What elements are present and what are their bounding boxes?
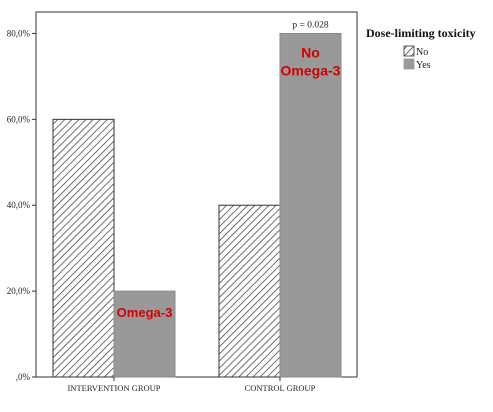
control-annotation-line2: Omega-3 <box>281 62 341 78</box>
legend-label-yes: Yes <box>416 60 431 71</box>
x-axis: INTERVENTION GROUP CONTROL GROUP <box>67 377 316 393</box>
y-tick-label: 80,0% <box>7 28 31 38</box>
plot-area-frame <box>35 11 358 378</box>
bar-yes-control <box>279 32 342 378</box>
legend-swatch-no <box>403 45 415 57</box>
legend-swatch-yes <box>403 58 415 70</box>
y-tick-label: 20,0% <box>7 286 31 296</box>
bar-no-control <box>218 204 281 378</box>
p-value-label: p = 0.028 <box>292 20 328 30</box>
bar-yes-intervention <box>113 290 176 378</box>
x-category-label: INTERVENTION GROUP <box>67 383 160 393</box>
y-tick-label: 60,0% <box>7 114 31 124</box>
bar-no-intervention <box>52 118 115 378</box>
legend-label-no: No <box>416 47 428 58</box>
x-category-label: CONTROL GROUP <box>245 383 316 393</box>
legend: Dose-limiting toxicity No Yes <box>366 26 476 71</box>
y-tick-label: 40,0% <box>7 200 31 210</box>
intervention-annotation: Omega-3 <box>117 305 173 320</box>
control-annotation-line1: No <box>301 44 320 60</box>
y-axis: ,0% 20,0% 40,0% 60,0% 80,0% <box>7 28 36 382</box>
legend-title: Dose-limiting toxicity <box>366 26 476 40</box>
bars-group <box>52 32 342 378</box>
y-tick-label: ,0% <box>16 372 31 382</box>
